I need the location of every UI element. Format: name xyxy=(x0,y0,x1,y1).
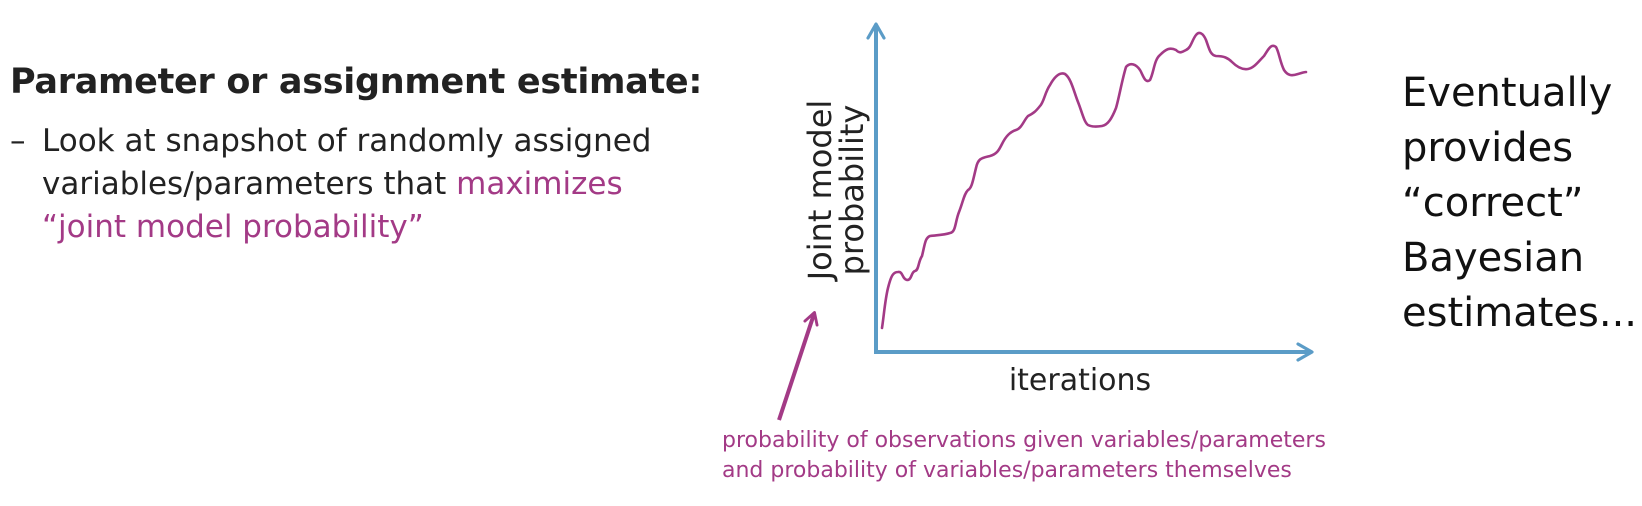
slide-heading: Parameter or assignment estimate: xyxy=(10,62,703,102)
conclusion-line-4: Bayesian xyxy=(1402,235,1585,281)
conclusion-line-1: Eventually xyxy=(1402,70,1613,116)
x-axis-label: iterations xyxy=(1009,363,1151,398)
y-axis-label-line-2: probability xyxy=(833,105,871,276)
annotation-arrow xyxy=(777,311,819,421)
annotation-line-2: and probability of variables/parameters … xyxy=(722,458,1292,483)
bullet-line-2: variables/parameters that maximizes xyxy=(10,163,651,206)
bullet-line-1: Look at snapshot of randomly assigned xyxy=(42,123,652,159)
conclusion-line-2: provides xyxy=(1402,125,1574,171)
annotation-line-1: probability of observations given variab… xyxy=(722,428,1326,453)
bullet-highlight-maximizes: maximizes xyxy=(456,166,623,202)
bullet-point: – Look at snapshot of randomly assigned v… xyxy=(10,120,651,249)
probability-curve xyxy=(880,31,1308,330)
bullet-highlight-joint-probability: “joint model probability” xyxy=(42,209,424,245)
conclusion-line-3: “correct” xyxy=(1402,180,1584,226)
conclusion-text: Eventually provides “correct” Bayesian e… xyxy=(1402,66,1637,341)
bullet-dash: – xyxy=(10,123,26,159)
bullet-line-2-text: variables/parameters that xyxy=(42,166,457,202)
annotation-text: probability of observations given variab… xyxy=(722,426,1326,486)
y-axis-label-line-1: Joint model xyxy=(801,100,839,283)
conclusion-line-5: estimates... xyxy=(1402,290,1637,336)
